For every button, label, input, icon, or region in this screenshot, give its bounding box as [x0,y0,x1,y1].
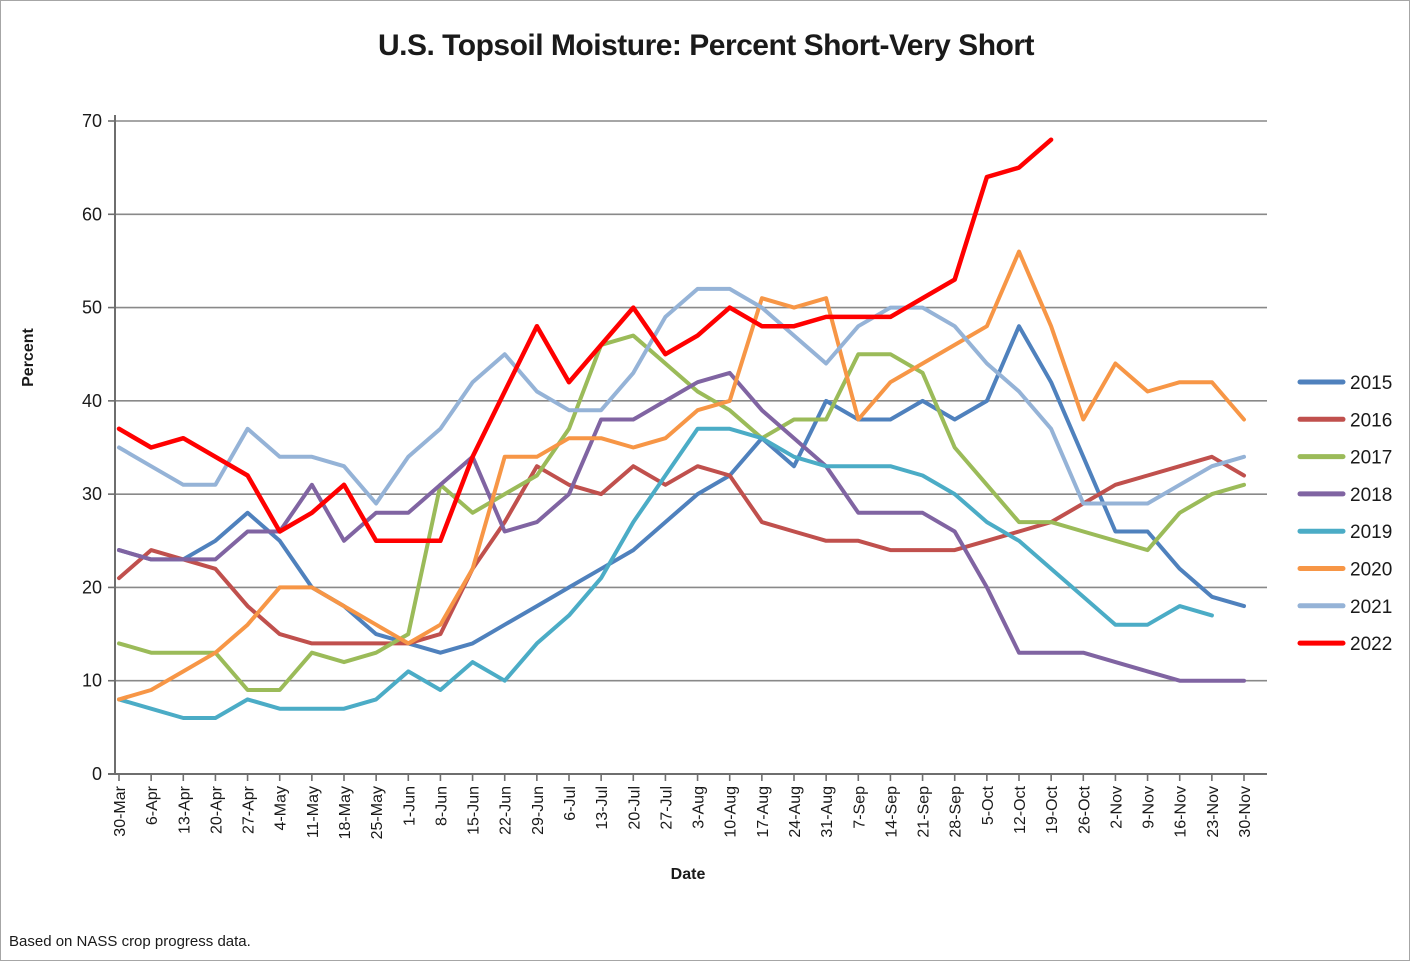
x-tick-label-17-Aug: 17-Aug [755,786,772,838]
legend-label-2017: 2017 [1350,448,1392,469]
x-tick-label-12-Oct: 12-Oct [1012,785,1029,834]
x-tick-label-29-Jun: 29-Jun [530,786,547,835]
series-line-2022 [116,137,1054,544]
x-tick-label-13-Jul: 13-Jul [594,786,611,830]
y-tick-label-60: 60 [82,204,102,224]
x-tick-label-9-Nov: 9-Nov [1141,786,1158,829]
x-tick-label-18-May: 18-May [337,786,354,839]
series-line-2020 [117,249,1246,702]
x-tick-label-1-Jun: 1-Jun [401,786,418,826]
x-tick-label-6-Apr: 6-Apr [144,785,161,825]
x-tick-label-25-May: 25-May [369,786,386,839]
source-note: Based on NASS crop progress data. [9,933,251,950]
y-tick-label-50: 50 [82,298,102,318]
y-axis-title: Percent [20,327,37,386]
legend-label-2020: 2020 [1350,560,1392,581]
x-axis-title: Date [671,866,706,883]
x-tick-label-7-Sep: 7-Sep [851,786,868,829]
y-tick-label-30: 30 [82,484,102,504]
x-tick-label-20-Jul: 20-Jul [626,786,643,830]
series-line-2019 [117,426,1214,720]
x-tick-label-5-Oct: 5-Oct [980,785,997,825]
chart-title: U.S. Topsoil Moisture: Percent Short-Ver… [377,29,1035,62]
x-tick-label-23-Nov: 23-Nov [1205,786,1222,838]
x-tick-label-14-Sep: 14-Sep [883,786,900,838]
x-tick-label-13-Apr: 13-Apr [176,785,193,834]
x-tick-label-24-Aug: 24-Aug [787,786,804,838]
x-tick-label-3-Aug: 3-Aug [691,786,708,829]
x-tick-label-28-Sep: 28-Sep [948,786,965,838]
legend-label-2016: 2016 [1350,410,1392,431]
series-line-2017 [117,333,1246,692]
x-tick-label-15-Jun: 15-Jun [466,786,483,835]
legend-label-2019: 2019 [1350,522,1392,543]
x-tick-label-31-Aug: 31-Aug [819,786,836,838]
x-tick-label-8-Jun: 8-Jun [433,786,450,826]
series-line-2015 [117,324,1246,655]
legend-label-2018: 2018 [1350,485,1392,506]
y-tick-label-70: 70 [82,111,102,131]
series-line-2018 [117,370,1246,683]
legend-label-2015: 2015 [1350,373,1392,394]
legend-label-2021: 2021 [1350,597,1392,618]
x-tick-label-4-May: 4-May [273,786,290,830]
y-tick-label-10: 10 [82,671,102,691]
x-tick-label-30-Nov: 30-Nov [1237,786,1254,838]
series-line-2021 [117,286,1246,506]
x-tick-label-30-Mar: 30-Mar [112,785,129,836]
x-tick-label-10-Aug: 10-Aug [723,786,740,838]
x-tick-label-27-Apr: 27-Apr [241,785,258,834]
x-tick-label-21-Sep: 21-Sep [916,786,933,838]
x-tick-label-11-May: 11-May [305,786,322,838]
x-tick-label-16-Nov: 16-Nov [1173,786,1190,838]
y-tick-label-0: 0 [92,764,102,784]
x-tick-label-2-Nov: 2-Nov [1108,786,1125,829]
x-tick-label-20-Apr: 20-Apr [208,785,225,834]
x-tick-label-22-Jun: 22-Jun [498,786,515,835]
series-line-2016 [117,454,1246,646]
x-tick-label-6-Jul: 6-Jul [562,786,579,821]
x-tick-label-27-Jul: 27-Jul [658,786,675,830]
x-tick-label-19-Oct: 19-Oct [1044,785,1061,834]
legend-label-2022: 2022 [1350,634,1392,655]
y-tick-label-40: 40 [82,391,102,411]
y-tick-label-20: 20 [82,577,102,597]
x-tick-label-26-Oct: 26-Oct [1076,785,1093,834]
